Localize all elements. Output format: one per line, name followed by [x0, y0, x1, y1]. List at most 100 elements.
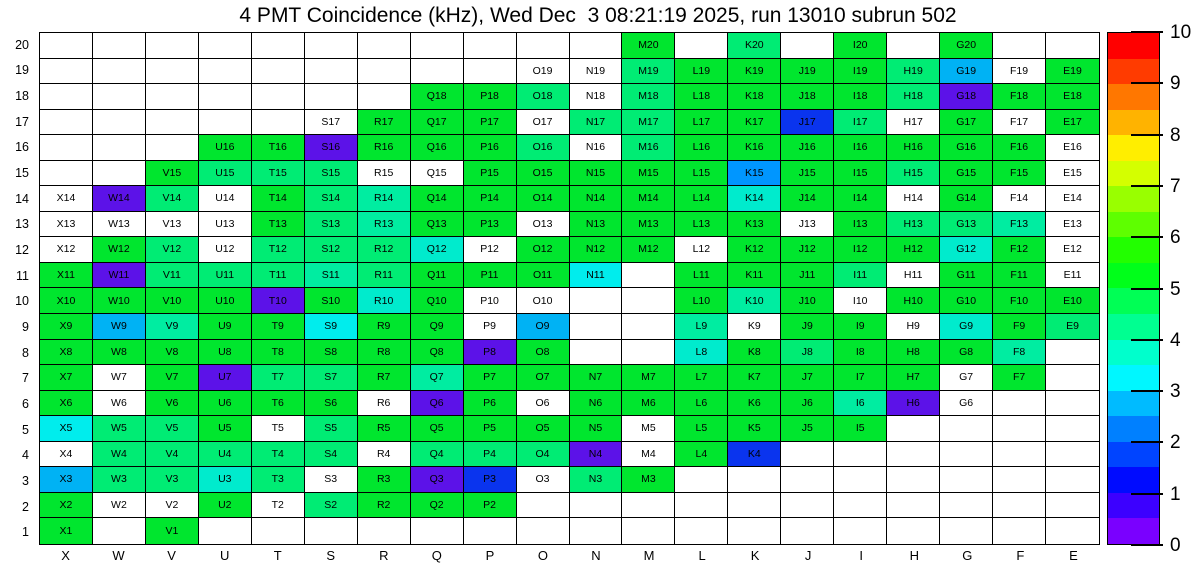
heatmap-cell-U3: U3	[198, 467, 252, 493]
colorbar-tick-label-1: 1	[1170, 483, 1181, 505]
heatmap-cell-W17	[92, 109, 146, 136]
heatmap-cell-M18: M18	[622, 84, 676, 110]
heatmap-cell-Q16: Q16	[410, 135, 464, 161]
y-axis-label-16: 16	[15, 140, 29, 155]
heatmap-cell-U19	[198, 58, 252, 85]
heatmap-cell-J18: J18	[781, 84, 835, 110]
heatmap-cell-J2	[781, 492, 835, 519]
colorbar-band-0	[1108, 33, 1159, 59]
heatmap-cell-G20: G20	[940, 33, 994, 59]
heatmap-cell-R10: R10	[357, 288, 411, 315]
x-axis-label-S: S	[326, 548, 336, 563]
heatmap-cell-P18: P18	[463, 84, 517, 110]
heatmap-cell-X6: X6	[40, 390, 93, 417]
x-axis-label-N: N	[591, 548, 601, 563]
heatmap-cell-V4: V4	[145, 441, 199, 468]
heatmap-cell-O5: O5	[516, 416, 570, 442]
heatmap-cell-E10: E10	[1046, 288, 1099, 315]
heatmap-cell-P8: P8	[463, 339, 517, 366]
heatmap-cell-I11: I11	[834, 262, 888, 289]
x-axis-label-Q: Q	[431, 548, 442, 563]
heatmap-cell-E20	[1046, 33, 1099, 59]
heatmap-cell-S16: S16	[304, 135, 358, 161]
heatmap-cell-G12: G12	[940, 237, 994, 263]
heatmap-cell-X5: X5	[40, 416, 93, 442]
heatmap-cell-I13: I13	[834, 211, 888, 238]
heatmap-cell-P9: P9	[463, 314, 517, 340]
heatmap-cell-M13: M13	[622, 211, 676, 238]
x-axis-label-O: O	[537, 548, 548, 563]
heatmap-cell-M15: M15	[622, 160, 676, 187]
heatmap-cell-J11: J11	[781, 262, 835, 289]
heatmap-cell-G2	[940, 492, 994, 519]
heatmap-cell-F17: F17	[993, 109, 1047, 136]
heatmap-cell-L14: L14	[675, 186, 729, 212]
heatmap-cell-R12: R12	[357, 237, 411, 263]
heatmap-cell-F12: F12	[993, 237, 1047, 263]
heatmap-cell-N11: N11	[569, 262, 623, 289]
heatmap-cell-S19	[304, 58, 358, 85]
heatmap-cell-E8	[1046, 340, 1099, 366]
heatmap-cell-M20: M20	[622, 33, 676, 59]
heatmap-cell-I3	[834, 467, 888, 493]
heatmap-cell-L2	[675, 492, 729, 519]
heatmap-cell-I9: I9	[834, 314, 888, 340]
heatmap-cell-L18: L18	[675, 84, 729, 110]
heatmap-cell-L7: L7	[675, 365, 729, 391]
heatmap-cell-J5: J5	[781, 416, 835, 442]
heatmap-cell-L3	[675, 467, 729, 493]
heatmap-cell-O19: O19	[516, 58, 570, 85]
heatmap-cell-T15: T15	[251, 160, 305, 187]
colorbar-band-14	[1108, 390, 1159, 417]
heatmap-cell-R17: R17	[357, 109, 411, 136]
heatmap-cell-O1	[517, 518, 570, 544]
heatmap-cell-X9: X9	[40, 314, 93, 340]
heatmap-cell-H18: H18	[887, 84, 941, 110]
heatmap-cell-T10: T10	[251, 288, 305, 315]
heatmap-cell-F2	[993, 492, 1047, 519]
y-axis-label-18: 18	[15, 89, 29, 104]
colorbar-tick-label-2: 2	[1170, 432, 1181, 454]
x-axis-label-P: P	[485, 548, 495, 563]
heatmap-cell-G1	[940, 518, 994, 544]
x-axis-label-L: L	[698, 548, 706, 563]
heatmap-cell-W1	[93, 518, 146, 544]
heatmap-cell-U16: U16	[198, 135, 252, 161]
heatmap-cell-I19: I19	[834, 58, 888, 85]
y-axis-label-15: 15	[15, 166, 29, 181]
heatmap-cell-Q10: Q10	[410, 288, 464, 315]
colorbar-tick-label-5: 5	[1170, 278, 1181, 300]
heatmap-cell-J16: J16	[781, 135, 835, 161]
heatmap-cell-M5: M5	[622, 416, 676, 442]
y-axis-label-20: 20	[15, 37, 29, 52]
heatmap-cell-S15: S15	[304, 160, 358, 187]
heatmap-cell-M12: M12	[622, 237, 676, 263]
y-axis-label-17: 17	[15, 114, 29, 129]
heatmap-cell-P14: P14	[463, 186, 517, 212]
heatmap-cell-I5: I5	[834, 416, 888, 442]
heatmap-cell-M19: M19	[622, 58, 676, 85]
heatmap-cell-H17: H17	[887, 109, 941, 136]
heatmap-cell-V17	[145, 109, 199, 136]
heatmap-cell-E15: E15	[1046, 160, 1099, 187]
heatmap-cell-N18: N18	[569, 84, 623, 110]
heatmap-cell-I17: I17	[834, 109, 888, 136]
heatmap-cell-T5: T5	[251, 416, 305, 442]
heatmap-cell-M9	[622, 314, 676, 340]
heatmap-cell-G8: G8	[940, 339, 994, 366]
heatmap-cell-W12: W12	[92, 237, 146, 263]
y-axis-label-4: 4	[22, 448, 29, 463]
x-axis-label-T: T	[273, 548, 282, 563]
heatmap-cell-P17: P17	[463, 109, 517, 136]
heatmap-cell-K18: K18	[728, 84, 782, 110]
heatmap-cell-P3: P3	[463, 467, 517, 493]
x-axis-label-R: R	[379, 548, 389, 563]
heatmap-cell-X8: X8	[40, 339, 93, 366]
heatmap-cell-M10	[622, 288, 676, 315]
heatmap-cell-G6: G6	[940, 390, 994, 417]
heatmap-cell-R16: R16	[357, 135, 411, 161]
heatmap-cell-X20	[40, 33, 93, 59]
heatmap-cell-L5: L5	[675, 416, 729, 442]
heatmap-cell-V11: V11	[145, 262, 199, 289]
